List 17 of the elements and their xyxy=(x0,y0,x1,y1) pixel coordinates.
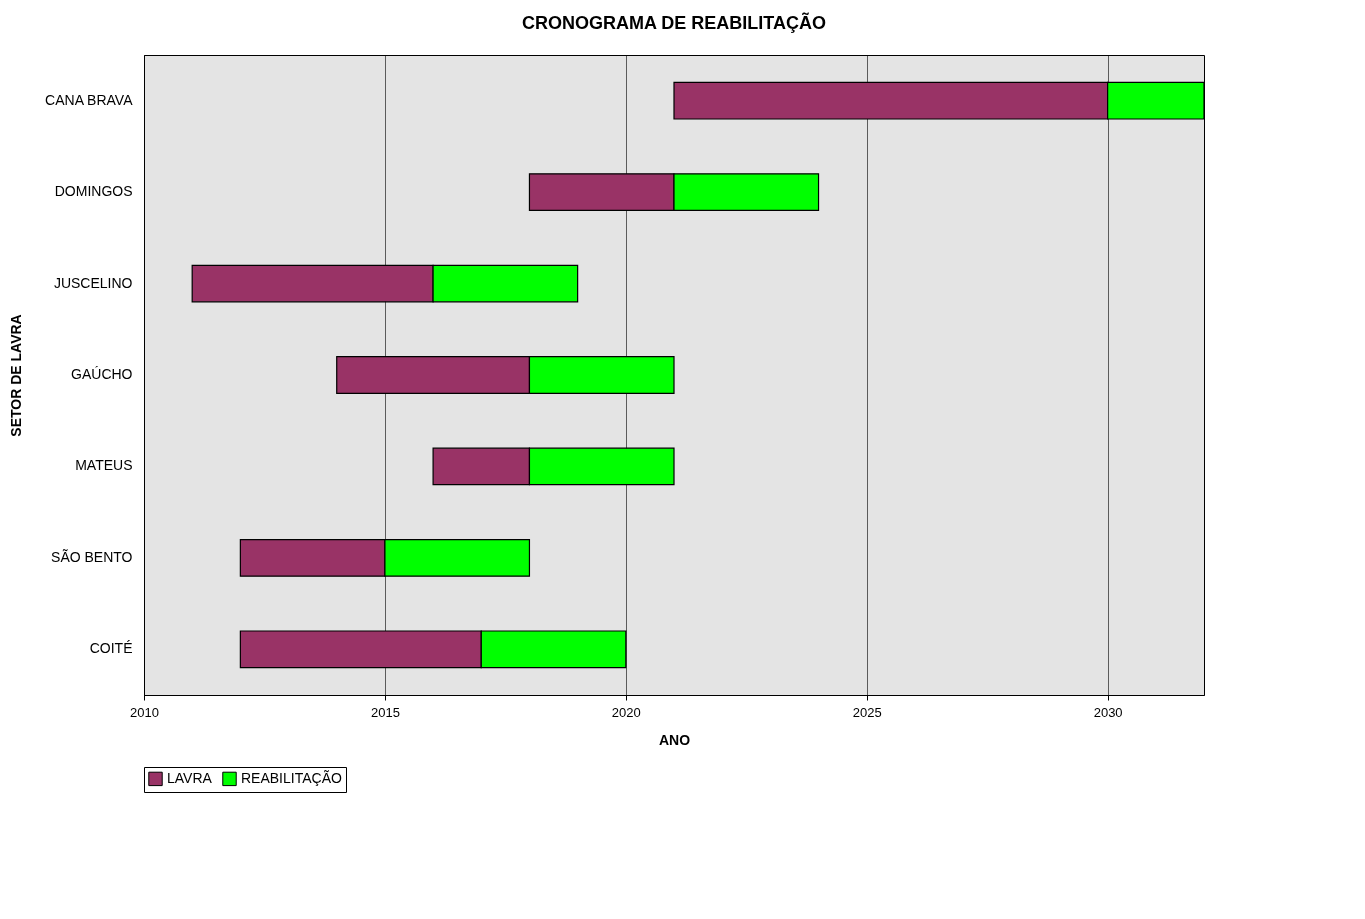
legend-label: REABILITAÇÃO xyxy=(241,769,342,786)
y-axis-title: SETOR DE LAVRA xyxy=(8,314,25,437)
y-tick-label: CANA BRAVA xyxy=(45,91,134,108)
x-tick-label: 2030 xyxy=(1093,704,1123,720)
x-tick-label: 2015 xyxy=(370,704,400,720)
x-axis-title: ANO xyxy=(658,731,691,748)
legend-label: LAVRA xyxy=(167,769,213,786)
x-tick-label: 2020 xyxy=(611,704,641,720)
y-tick-label: JUSCELINO xyxy=(53,274,133,291)
y-tick-label: MATEUS xyxy=(75,457,133,474)
y-tick-label: DOMINGOS xyxy=(54,183,133,200)
x-tick-label: 2025 xyxy=(852,704,882,720)
y-tick-label: COITÉ xyxy=(89,640,133,657)
y-tick-label: SÃO BENTO xyxy=(51,548,133,565)
chart-title: CRONOGRAMA DE REABILITAÇÃO xyxy=(522,12,826,33)
x-tick-label: 2010 xyxy=(130,704,159,720)
y-tick-label: GAÚCHO xyxy=(71,366,133,382)
